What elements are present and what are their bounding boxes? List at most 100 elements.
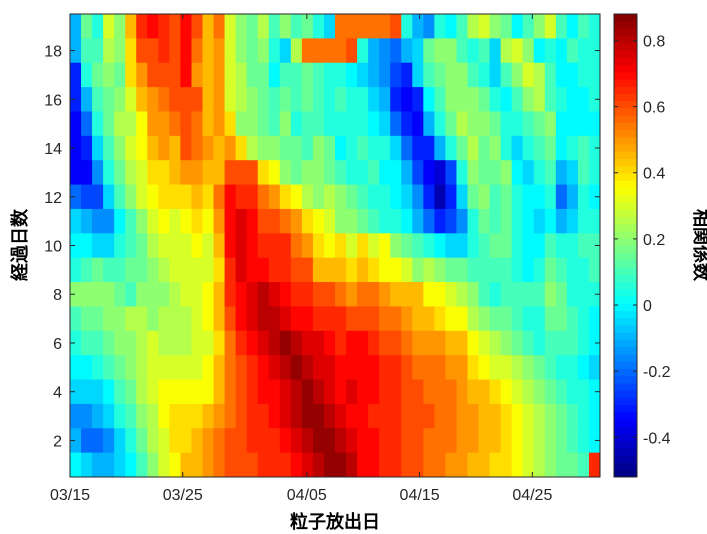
heatmap-cell: [478, 306, 490, 332]
heatmap-cell: [191, 160, 203, 185]
colorbar-step: [614, 375, 637, 384]
heatmap-cell: [323, 160, 336, 185]
y-tick-label: 2: [53, 433, 62, 450]
heatmap-cell: [489, 62, 502, 88]
heatmap-cell: [566, 379, 579, 405]
heatmap-cell: [224, 184, 237, 210]
colorbar-step: [614, 419, 637, 427]
heatmap-cell: [323, 282, 336, 307]
heatmap-cell: [445, 111, 457, 137]
heatmap-cell: [268, 38, 281, 64]
heatmap-cell: [522, 428, 535, 454]
heatmap-cell: [500, 428, 513, 454]
heatmap-cell: [235, 184, 248, 210]
heatmap-cell: [346, 87, 358, 112]
heatmap-cell: [544, 87, 557, 112]
heatmap-cell: [224, 233, 237, 259]
heatmap-cell: [412, 87, 424, 112]
heatmap-cell: [213, 111, 225, 137]
heatmap-cell: [224, 355, 237, 380]
heatmap-cell: [445, 379, 457, 405]
heatmap-cell: [81, 14, 93, 39]
heatmap-cell: [346, 135, 358, 161]
heatmap-cell: [445, 355, 457, 380]
heatmap-cell: [125, 452, 137, 478]
heatmap-cell: [577, 14, 590, 39]
heatmap-cell: [103, 184, 115, 210]
heatmap-cell: [357, 330, 369, 356]
heatmap-cell: [412, 306, 424, 332]
heatmap-cell: [522, 184, 535, 210]
heatmap-cell: [158, 160, 170, 185]
heatmap-cell: [70, 111, 82, 137]
heatmap-cell: [257, 403, 270, 429]
heatmap-cell: [456, 87, 468, 112]
heatmap-cell: [368, 330, 380, 356]
heatmap-cell: [312, 62, 325, 88]
heatmap-cell: [246, 14, 259, 39]
heatmap-cell: [423, 111, 435, 137]
heatmap-cell: [412, 208, 424, 234]
heatmap-cell: [533, 428, 546, 454]
heatmap-cell: [202, 135, 214, 161]
colorbar-step: [614, 455, 637, 463]
colorbar-step: [614, 151, 637, 160]
heatmap-cell: [147, 403, 159, 429]
heatmap-cell: [489, 282, 502, 307]
heatmap-cell: [368, 403, 380, 429]
heatmap-cell: [70, 355, 82, 380]
heatmap-cell: [180, 452, 192, 478]
heatmap-cell: [588, 135, 601, 161]
heatmap-cell: [566, 135, 579, 161]
heatmap-cell: [511, 62, 524, 88]
heatmap-cell: [246, 160, 259, 185]
heatmap-cell: [522, 306, 535, 332]
heatmap-cell: [114, 403, 126, 429]
x-tick-label: 04/05: [287, 487, 327, 504]
heatmap-cell: [390, 184, 402, 210]
heatmap-cell: [235, 135, 248, 161]
heatmap-cell: [158, 233, 170, 259]
heatmap-cell: [335, 208, 347, 234]
heatmap-cell: [588, 257, 601, 283]
heatmap-cell: [445, 160, 457, 185]
heatmap-cell: [401, 14, 413, 39]
heatmap-cell: [224, 135, 237, 161]
heatmap-cell: [81, 428, 93, 454]
heatmap-cell: [544, 135, 557, 161]
heatmap-cell: [136, 403, 148, 429]
heatmap-cell: [555, 257, 568, 283]
colorbar-step: [614, 173, 637, 181]
heatmap-cell: [401, 38, 413, 64]
heatmap-cell: [588, 306, 601, 332]
colorbar-frame: [613, 13, 638, 478]
heatmap-cell: [323, 184, 336, 210]
heatmap-cell: [191, 257, 203, 283]
heatmap-cell: [169, 62, 181, 88]
heatmap-cell: [323, 111, 336, 137]
heatmap-cell: [533, 306, 546, 332]
heatmap-cell: [202, 282, 214, 307]
heatmap-cell: [202, 452, 214, 478]
y-axis: 2 4 6 8 10 12 14 16 18: [44, 44, 600, 450]
heatmap-cell: [323, 208, 336, 234]
heatmap-cell: [489, 87, 502, 112]
heatmap-cell: [522, 87, 535, 112]
heatmap-cell: [114, 14, 126, 39]
heatmap-cell: [577, 160, 590, 185]
heatmap-cell: [577, 428, 590, 454]
y-tick-label: 18: [44, 44, 62, 61]
heatmap-cell: [268, 160, 281, 185]
heatmap-cell: [136, 160, 148, 185]
heatmap-cell: [467, 87, 479, 112]
heatmap-cell: [312, 233, 325, 259]
colorbar-step: [614, 404, 637, 413]
colorbar-step: [614, 368, 637, 377]
heatmap-cell: [290, 330, 303, 356]
heatmap-cell: [489, 160, 502, 185]
heatmap-cell: [357, 87, 369, 112]
heatmap-cell: [412, 403, 424, 429]
heatmap-cell: [92, 428, 104, 454]
heatmap-cell: [103, 428, 115, 454]
heatmap-cell: [268, 330, 281, 356]
